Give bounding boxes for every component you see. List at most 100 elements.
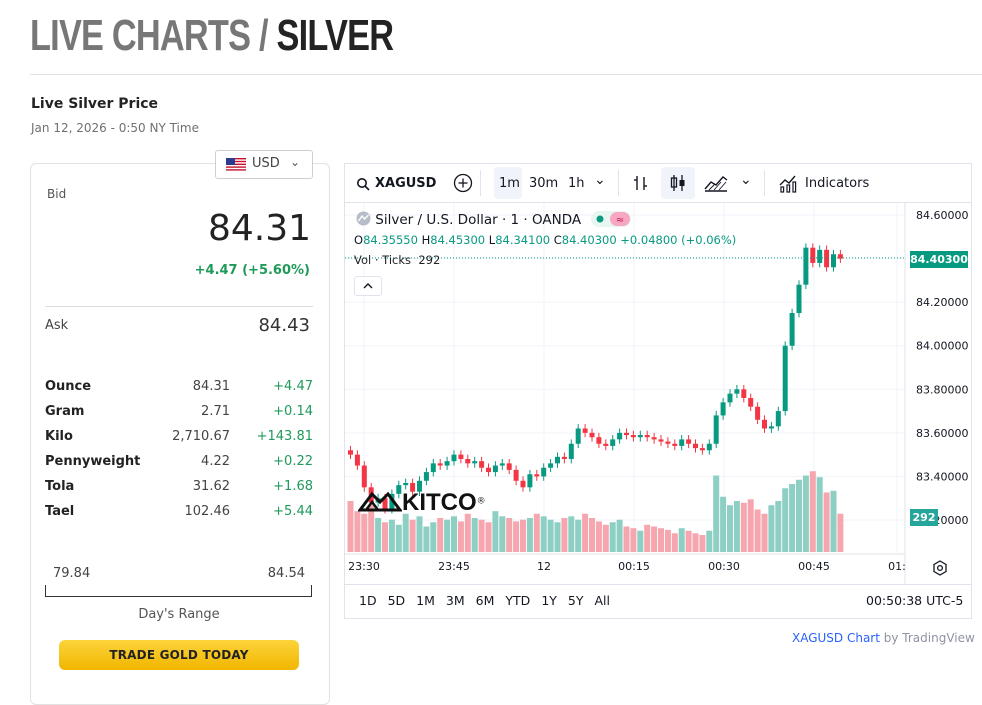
price-timestamp: Jan 12, 2026 - 0:50 NY Time bbox=[31, 121, 199, 135]
tradingview-attribution[interactable]: XAGUSD Chart by TradingView bbox=[792, 631, 975, 645]
candle-body bbox=[699, 448, 705, 451]
unit-change: +4.47 bbox=[273, 379, 313, 394]
title-section: LIVE CHARTS bbox=[30, 11, 251, 60]
interval-1h[interactable]: 1h bbox=[568, 176, 585, 191]
volume-bar bbox=[782, 488, 789, 552]
unit-price: 4.22 bbox=[201, 454, 230, 469]
chart-footer-border bbox=[345, 584, 971, 585]
compare-plus-icon[interactable] bbox=[453, 173, 473, 193]
candle-body bbox=[472, 461, 478, 464]
attribution-link[interactable]: XAGUSD Chart bbox=[792, 631, 880, 645]
chart-type-chevron-icon[interactable]: ⌄ bbox=[740, 172, 752, 188]
interval-1m[interactable]: 1m bbox=[499, 176, 520, 191]
range-5y[interactable]: 5Y bbox=[567, 593, 584, 608]
interval-30m[interactable]: 30m bbox=[529, 176, 559, 191]
range-1y[interactable]: 1Y bbox=[541, 593, 557, 608]
unit-row: Pennyweight 4.22 +0.22 bbox=[45, 454, 313, 479]
candle-body bbox=[506, 463, 512, 470]
candle-body bbox=[775, 411, 781, 427]
attribution-by: by TradingView bbox=[879, 631, 975, 645]
chart-type-active-bg bbox=[661, 167, 695, 199]
unit-row: Ounce 84.31 +4.47 bbox=[45, 379, 313, 404]
quote-divider bbox=[45, 306, 313, 307]
unit-row: Tola 31.62 +1.68 bbox=[45, 479, 313, 504]
volume-bar bbox=[506, 518, 513, 552]
chart-clock[interactable]: 00:50:38 UTC-5 bbox=[866, 593, 964, 608]
bar-chart-type-icon[interactable] bbox=[632, 174, 650, 192]
range-6m[interactable]: 6M bbox=[475, 593, 495, 608]
y-tick-label: 83.40000 bbox=[916, 470, 969, 483]
title-metal: SILVER bbox=[276, 11, 395, 60]
title-separator: / bbox=[250, 11, 277, 60]
candle-body bbox=[817, 249, 823, 263]
volume-bar bbox=[368, 505, 375, 552]
currency-value: USD bbox=[252, 156, 280, 171]
candle-body bbox=[727, 393, 733, 403]
candle-body bbox=[492, 465, 498, 473]
range-1m[interactable]: 1M bbox=[416, 593, 435, 608]
volume-bar bbox=[609, 522, 616, 552]
unit-change: +0.22 bbox=[273, 454, 313, 469]
candle-body bbox=[486, 467, 491, 473]
candle-body bbox=[644, 435, 650, 438]
candle-body bbox=[789, 313, 795, 346]
candle-body bbox=[706, 443, 712, 451]
volume-bar bbox=[816, 477, 823, 552]
ohlc-close: 84.40300 bbox=[561, 233, 617, 247]
last-price-tag: 84.40300 bbox=[910, 251, 968, 268]
candle-body bbox=[410, 482, 416, 492]
unit-row: Kilo 2,710.67 +143.81 bbox=[45, 429, 313, 454]
volume-bar bbox=[554, 522, 561, 552]
range-5d[interactable]: 5D bbox=[387, 593, 406, 608]
candle-body bbox=[624, 432, 629, 436]
last-volume-tag: 292 bbox=[910, 509, 938, 526]
chart-legend-symbol: Silver / U.S. Dollar · 1 · OANDA ≈ bbox=[356, 211, 632, 228]
range-1d[interactable]: 1D bbox=[359, 593, 377, 608]
candle-body bbox=[755, 406, 761, 420]
market-status-icon[interactable]: ≈ bbox=[591, 211, 632, 227]
currency-select[interactable]: USD ⌄ bbox=[215, 150, 313, 179]
y-tick-label: 84.60000 bbox=[916, 209, 969, 222]
interval-dropdown-chevron-icon[interactable]: ⌄ bbox=[594, 172, 606, 188]
area-chart-icon[interactable] bbox=[703, 173, 729, 193]
volume-bar bbox=[361, 513, 368, 552]
interval-active-bg bbox=[494, 167, 522, 199]
range-ytd[interactable]: YTD bbox=[505, 593, 531, 608]
candle-body bbox=[520, 480, 526, 488]
candle-body bbox=[824, 249, 830, 268]
candlestick-type-icon[interactable] bbox=[668, 173, 688, 193]
volume-bar bbox=[761, 513, 768, 552]
x-tick-label: 00:45 bbox=[798, 560, 830, 573]
volume-bar bbox=[464, 513, 471, 552]
volume-bar bbox=[375, 518, 382, 552]
candle-body bbox=[679, 439, 685, 446]
header-divider bbox=[30, 74, 982, 75]
volume-bar bbox=[685, 530, 692, 552]
trade-gold-button[interactable]: TRADE GOLD TODAY bbox=[59, 640, 299, 670]
candle-body bbox=[831, 254, 836, 268]
candle-body bbox=[603, 443, 609, 446]
volume-bar bbox=[423, 526, 430, 552]
legend-collapse-button[interactable] bbox=[354, 276, 382, 296]
candle-body bbox=[458, 454, 464, 459]
candle-body bbox=[713, 415, 719, 444]
unit-price: 102.46 bbox=[184, 504, 231, 519]
volume-bar bbox=[768, 505, 775, 552]
chart-legend-title: Silver / U.S. Dollar · 1 · OANDA bbox=[375, 212, 582, 228]
price-chart[interactable]: 84.6000084.4000084.2000084.0000083.80000… bbox=[345, 203, 971, 585]
candle-body bbox=[534, 474, 540, 477]
indicators-button[interactable]: Indicators bbox=[778, 173, 878, 195]
chart-widget bbox=[344, 163, 972, 619]
unit-price: 2.71 bbox=[201, 404, 230, 419]
candle-body bbox=[720, 402, 726, 416]
candle-body bbox=[541, 467, 547, 477]
unit-price: 31.62 bbox=[192, 479, 230, 494]
volume-bar bbox=[747, 499, 754, 552]
range-3m[interactable]: 3M bbox=[445, 593, 465, 608]
candle-body bbox=[637, 435, 643, 438]
chart-ohlc: O84.35550 H84.45300 L84.34100 C84.40300 … bbox=[354, 233, 737, 247]
chart-settings-icon[interactable] bbox=[931, 559, 949, 577]
candle-body bbox=[630, 435, 636, 438]
range-all[interactable]: All bbox=[594, 593, 611, 608]
bid-price: 84.31 bbox=[207, 208, 311, 249]
